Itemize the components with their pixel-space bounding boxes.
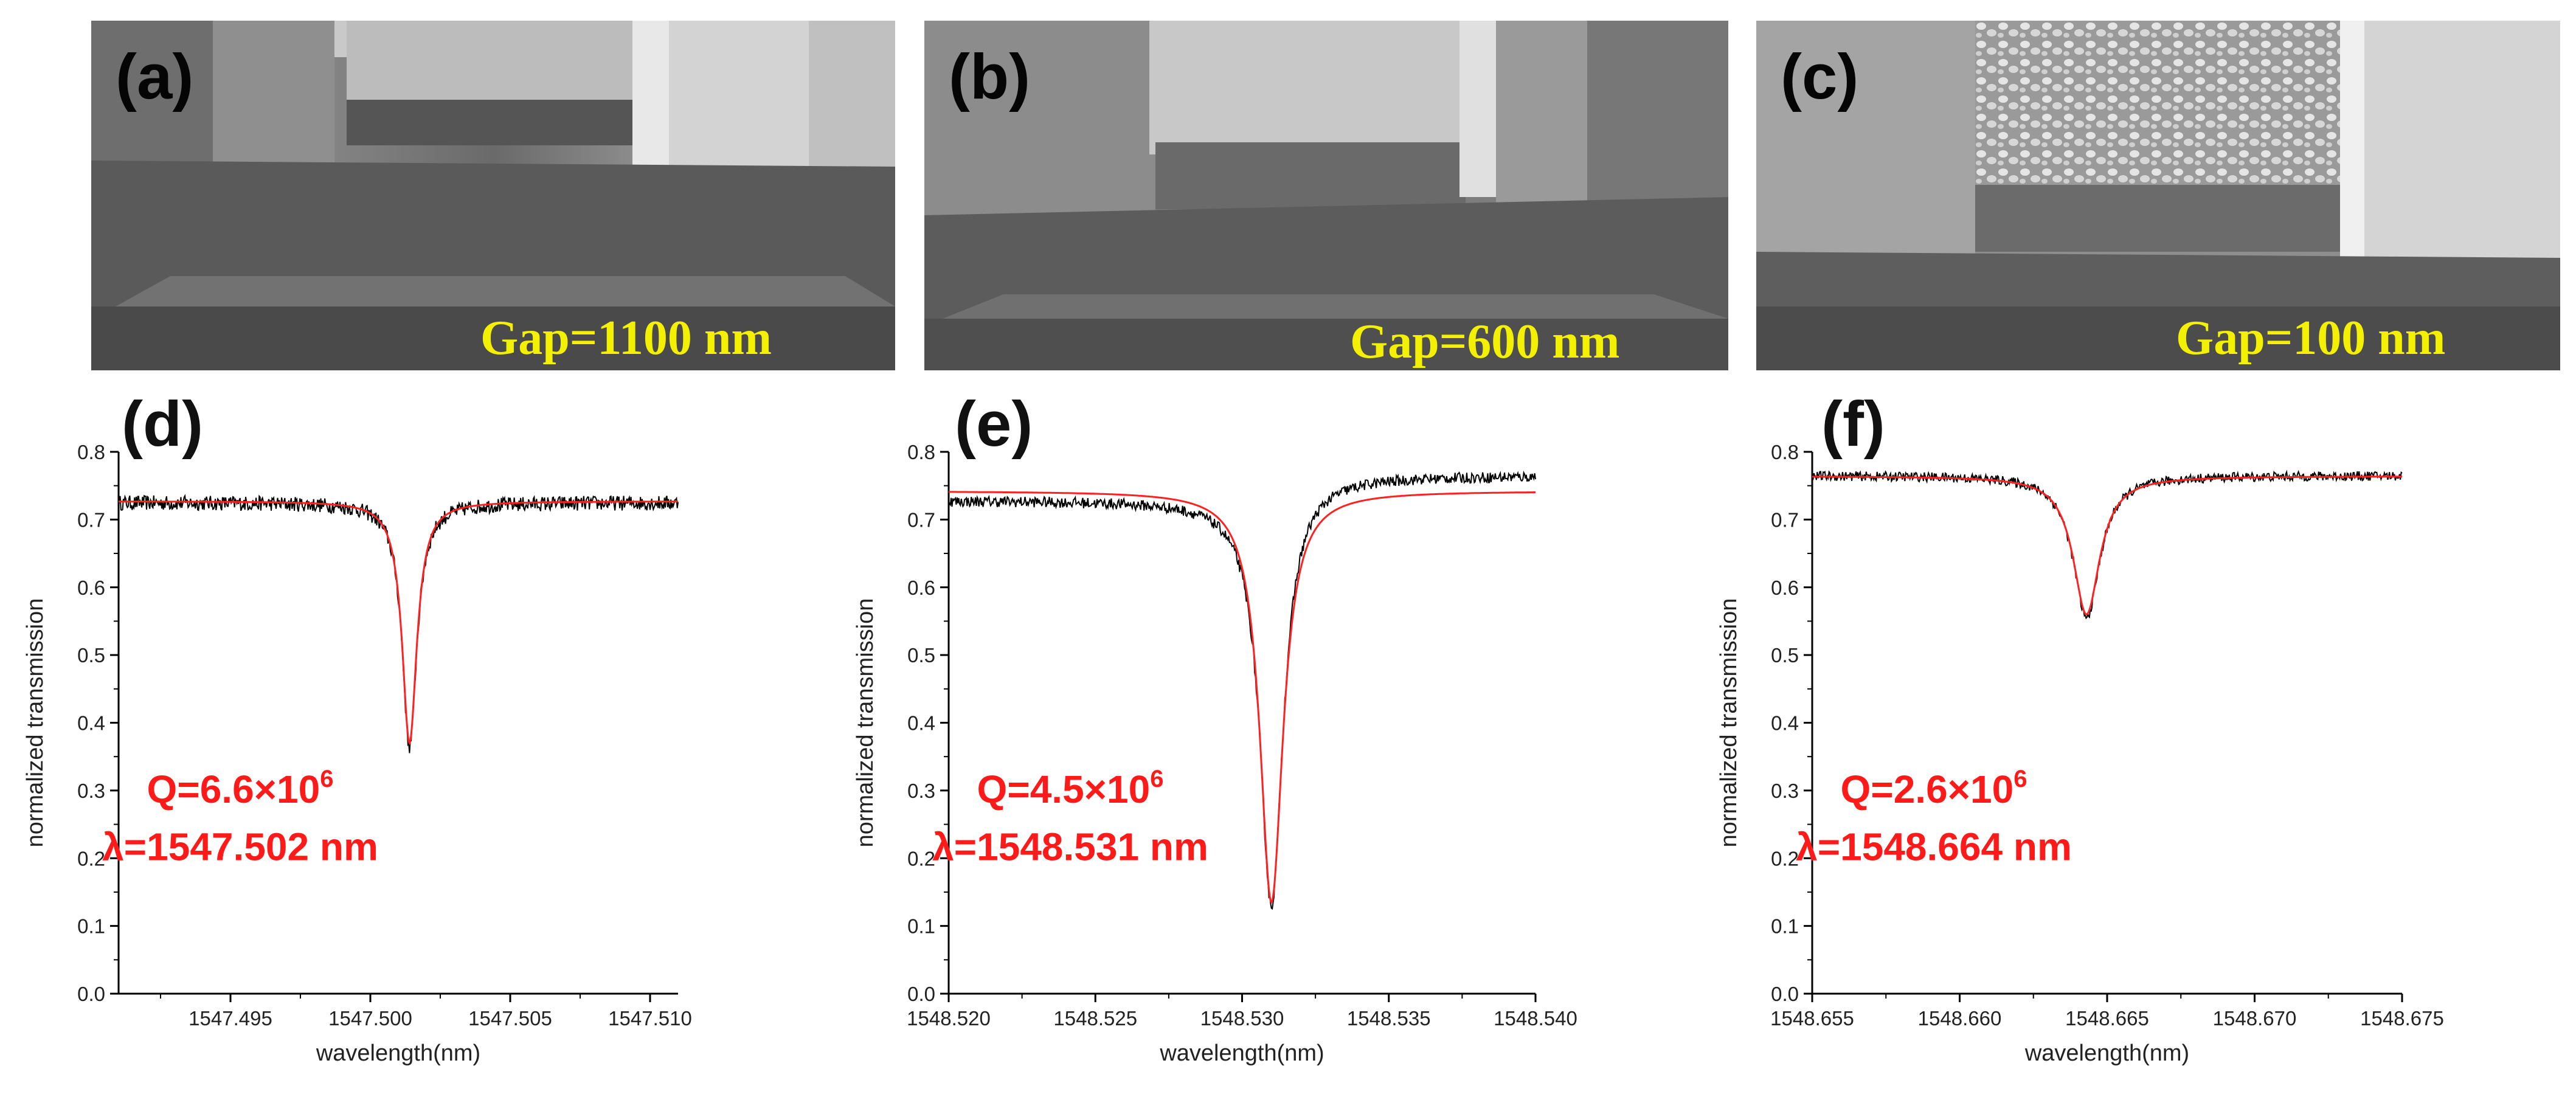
- spectrum-plot-f: 0.0 0.1 0.2 0.3 0.4 0.5 0.6 0.7 0.8 1548.655 1548.…: [1716, 441, 2444, 1066]
- x-tick-label: 1548.660: [1918, 1007, 2002, 1030]
- q-factor-exponent: 6: [2013, 766, 2027, 792]
- gap-label-c: Gap=100 nm: [2176, 311, 2446, 365]
- y-tick-label: 0.3: [77, 780, 105, 802]
- x-tick-label: 1548.665: [2065, 1007, 2149, 1030]
- measured-transmission-line: [1812, 469, 2403, 620]
- y-tick-label: 0.8: [907, 441, 935, 463]
- y-tick-label: 0.5: [907, 644, 935, 667]
- y-tick-label: 0.5: [77, 644, 105, 667]
- panel-label-a: (a): [116, 41, 194, 113]
- y-tick-label: 0.8: [77, 441, 105, 463]
- lorentzian-fit-line: [1812, 476, 2402, 615]
- sem-micrograph-b: [924, 21, 1728, 370]
- x-tick-label: 1547.500: [328, 1007, 412, 1030]
- y-tick-label: 0.4: [1771, 712, 1799, 735]
- x-tick-label: 1548.655: [1770, 1007, 1854, 1030]
- q-factor-label: Q=2.6×106: [1841, 766, 2027, 811]
- gap-label-a: Gap=1100 nm: [480, 311, 772, 365]
- y-tick-label: 0.0: [77, 983, 105, 1005]
- y-axis-title: normalized transmission: [23, 598, 48, 848]
- x-tick-label: 1548.530: [1200, 1007, 1284, 1030]
- q-factor-exponent: 6: [320, 766, 333, 792]
- y-tick-label: 0.1: [907, 915, 935, 938]
- sem-image-b: (b) Gap=600 nm: [924, 21, 1728, 370]
- y-tick-label: 0.7: [907, 508, 935, 531]
- sem-image-c: (c) Gap=100 nm: [1756, 21, 2560, 370]
- panel-label-f: (f): [1821, 389, 1885, 460]
- q-factor-label: Q=4.5×106: [977, 766, 1164, 811]
- x-tick-label: 1548.535: [1347, 1007, 1431, 1030]
- y-tick-label: 0.1: [77, 915, 105, 938]
- spectrum-chart-d: (d) 0.0 0.1 0.2 0.3 0.4 0.5 0.6 0.7 0.8 1547.495 1…: [0, 389, 851, 1108]
- y-tick-label: 0.8: [1771, 441, 1799, 463]
- panel-label-d: (d): [122, 389, 204, 460]
- lorentzian-fit-line: [949, 491, 1536, 904]
- x-axis-title: wavelength(nm): [1159, 1040, 1324, 1066]
- q-factor-exponent: 6: [1150, 766, 1163, 792]
- gap-label-b: Gap=600 nm: [1350, 315, 1620, 369]
- resonance-wavelength-label: λ=1548.664 nm: [1796, 825, 2072, 869]
- x-axis-title: wavelength(nm): [316, 1040, 480, 1066]
- y-tick-label: 0.0: [907, 983, 935, 1005]
- panel-label-b: (b): [949, 41, 1031, 113]
- y-tick-label: 0.2: [907, 847, 935, 870]
- y-axis-title: normalized transmission: [853, 598, 878, 848]
- spectrum-plot-d: 0.0 0.1 0.2 0.3 0.4 0.5 0.6 0.7 0.8 1547.495 1547.…: [23, 441, 692, 1066]
- y-tick-label: 0.6: [907, 577, 935, 599]
- spectrum-plot-e: 0.0 0.1 0.2 0.3 0.4 0.5 0.6 0.7 0.8 1548.520 1548.…: [853, 441, 1577, 1066]
- spectrum-chart-e: (e) 0.0 0.1 0.2 0.3 0.4 0.5 0.6 0.7 0.8 1548.520 1…: [851, 389, 1703, 1108]
- y-tick-label: 0.2: [1771, 847, 1799, 870]
- lorentzian-fit-line: [119, 500, 678, 746]
- y-tick-label: 0.1: [1771, 915, 1799, 938]
- x-tick-label: 1547.510: [608, 1007, 692, 1030]
- x-tick-label: 1547.505: [468, 1007, 552, 1030]
- resonance-wavelength-label: λ=1547.502 nm: [102, 825, 378, 869]
- y-tick-label: 0.6: [1771, 577, 1799, 599]
- x-tick-label: 1548.670: [2213, 1007, 2297, 1030]
- sem-micrograph-c: [1756, 21, 2560, 370]
- y-tick-label: 0.6: [77, 577, 105, 599]
- y-tick-label: 0.0: [1771, 983, 1799, 1005]
- sem-micrograph-a: [91, 21, 895, 370]
- measured-transmission-line: [118, 494, 679, 753]
- y-tick-label: 0.7: [77, 508, 105, 531]
- panel-label-e: (e): [955, 389, 1033, 460]
- y-tick-label: 0.3: [1771, 780, 1799, 802]
- y-tick-label: 0.3: [907, 780, 935, 802]
- y-tick-label: 0.4: [907, 712, 935, 735]
- y-tick-label: 0.5: [1771, 644, 1799, 667]
- x-tick-label: 1548.520: [907, 1007, 991, 1030]
- y-axis-title: normalized transmission: [1716, 598, 1742, 848]
- panel-label-c: (c): [1781, 41, 1859, 113]
- x-axis-title: wavelength(nm): [2024, 1040, 2189, 1066]
- y-tick-label: 0.7: [1771, 508, 1799, 531]
- y-tick-label: 0.2: [77, 847, 105, 870]
- x-tick-label: 1548.675: [2360, 1007, 2444, 1030]
- q-factor-label: Q=6.6×106: [147, 766, 334, 811]
- sem-image-a: (a) Gap=1100 nm: [91, 21, 895, 370]
- resonance-wavelength-label: λ=1548.531 nm: [932, 825, 1208, 869]
- x-tick-label: 1548.525: [1053, 1007, 1137, 1030]
- spectrum-chart-f: (f) 0.0 0.1 0.2 0.3 0.4 0.5 0.6 0.7 0.8 1548.655 1…: [1703, 389, 2554, 1108]
- x-tick-label: 1547.495: [189, 1007, 272, 1030]
- y-tick-label: 0.4: [77, 712, 105, 735]
- x-tick-label: 1548.540: [1494, 1007, 1577, 1030]
